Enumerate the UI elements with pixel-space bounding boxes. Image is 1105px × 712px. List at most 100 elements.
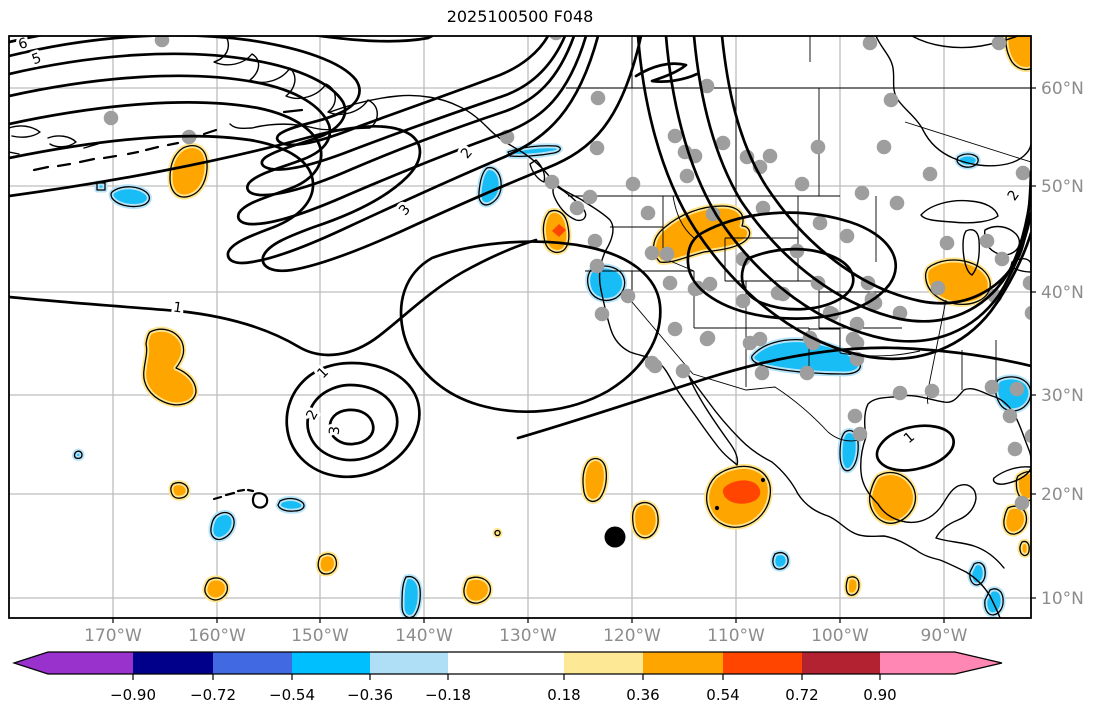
colorbar-tick-label: −0.36 xyxy=(347,686,393,704)
station-dot xyxy=(739,149,755,165)
station-dot xyxy=(582,189,598,205)
station-dot xyxy=(702,276,718,292)
island-coast xyxy=(202,128,218,136)
anomaly-outline xyxy=(507,145,561,158)
contour-line xyxy=(740,247,855,311)
anomaly-core-red xyxy=(552,224,566,237)
coastline xyxy=(920,199,999,224)
station-dot xyxy=(587,233,603,249)
station-dot xyxy=(735,293,751,309)
colorbar-band xyxy=(448,652,564,674)
x-tick-label: 130°W xyxy=(499,626,557,646)
station-dot xyxy=(667,321,683,337)
station-dot xyxy=(1024,305,1031,321)
station-dot xyxy=(742,335,758,351)
island-coast xyxy=(251,492,269,509)
island-coast xyxy=(224,491,236,497)
station-dot xyxy=(544,174,560,190)
island-coast xyxy=(102,154,118,160)
anomaly-outline xyxy=(582,457,607,503)
colorbar-band xyxy=(723,652,802,674)
anomaly-outline xyxy=(494,529,501,537)
x-tick-label: 110°W xyxy=(707,626,765,646)
anomaly-outline xyxy=(751,338,861,375)
contour-line xyxy=(636,36,1031,361)
contour-line xyxy=(285,361,421,479)
station-dot xyxy=(924,383,940,399)
station-dot xyxy=(810,139,826,155)
station-dot xyxy=(883,92,899,108)
contour-line xyxy=(875,424,955,472)
state-borders xyxy=(566,36,1031,442)
colorbar-band xyxy=(213,652,292,674)
coastline xyxy=(863,387,1031,461)
y-tick-label: 40°N xyxy=(1041,283,1084,303)
station-dot xyxy=(589,258,605,274)
coastline xyxy=(992,466,1031,485)
y-tick-label: 50°N xyxy=(1041,177,1084,197)
station-dot xyxy=(854,185,870,201)
coastline xyxy=(47,135,77,148)
anomaly-region-orange xyxy=(167,143,210,200)
island-coast xyxy=(32,165,50,172)
station-dot xyxy=(799,365,815,381)
contour-line xyxy=(634,62,699,83)
contour-line xyxy=(9,36,550,147)
x-tick-label: 160°W xyxy=(188,626,246,646)
colorbar: −0.90 −0.72 −0.54 −0.36 −0.18 0.18 0.36 0.54 0.7… xyxy=(12,651,1003,704)
station-dot xyxy=(994,251,1010,267)
station-dot xyxy=(1022,275,1031,291)
colorbar-tick-label: 0.18 xyxy=(547,686,580,704)
contour-label: 3 xyxy=(396,202,414,219)
map-speck xyxy=(760,477,766,483)
station-dot xyxy=(647,358,663,374)
island-coast xyxy=(236,488,246,493)
colorbar-band xyxy=(133,652,213,674)
coastline xyxy=(962,229,980,276)
anomaly-outline xyxy=(994,376,1031,412)
colorbar-band xyxy=(880,652,955,674)
contour-line xyxy=(306,383,399,462)
axis-labels: 170°W 160°W 150°W 140°W 130°W 120°W 110°W 100°W… xyxy=(84,79,1084,646)
colorbar-band xyxy=(802,652,880,674)
coastline xyxy=(83,143,99,149)
colorbar-tick-label: 0.54 xyxy=(706,686,739,704)
anomaly-core-red xyxy=(722,480,761,504)
anomaly-outline xyxy=(586,265,626,302)
contour-line xyxy=(9,36,600,265)
station-dot xyxy=(1009,381,1025,397)
station-dot xyxy=(939,235,955,251)
anomaly-outline xyxy=(210,511,235,541)
island-coast xyxy=(56,162,72,168)
anomaly-outline xyxy=(868,471,917,524)
station-dot xyxy=(849,316,865,332)
colorbar-tick-label: 0.36 xyxy=(626,686,659,704)
anomaly-outline xyxy=(478,166,502,206)
contour-label: 5 xyxy=(30,50,44,68)
station-dot xyxy=(589,140,605,156)
anomaly-outline xyxy=(143,328,197,406)
anomaly-region-cyan xyxy=(208,510,237,542)
anomaly-outline xyxy=(170,482,189,499)
anomaly-outline xyxy=(110,186,151,208)
contour-line xyxy=(686,211,898,320)
y-tick-label: 30°N xyxy=(1041,386,1084,406)
island-coast xyxy=(166,141,180,147)
pressure-contours xyxy=(9,36,1031,479)
station-dot xyxy=(755,200,771,216)
station-dot xyxy=(675,363,691,379)
highlight-dot xyxy=(604,526,626,548)
station-dot xyxy=(1024,428,1031,444)
contour-line xyxy=(516,346,1031,440)
island-coast xyxy=(126,150,140,156)
station-dot xyxy=(699,78,715,94)
station-dot xyxy=(762,148,778,164)
station-dot xyxy=(625,176,641,192)
anomaly-outline xyxy=(1015,470,1031,502)
station-dot xyxy=(922,166,938,182)
station-dot xyxy=(549,36,563,41)
island-coast xyxy=(144,145,160,152)
colorbar-tick-label: 0.90 xyxy=(863,686,896,704)
